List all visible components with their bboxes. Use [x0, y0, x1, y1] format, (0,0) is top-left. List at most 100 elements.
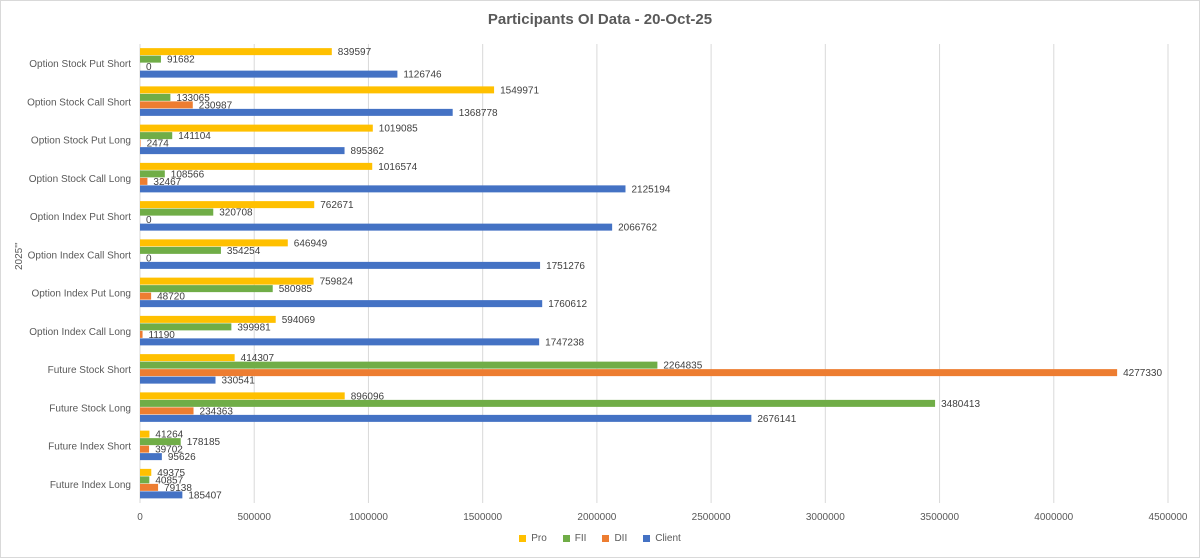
bar-dii — [140, 177, 148, 185]
data-label: 1126746 — [403, 70, 442, 81]
category-label: Option Stock Put Long — [31, 136, 131, 147]
legend-item-fii[interactable]: FII — [562, 533, 587, 544]
x-tick-label: 500000 — [238, 512, 272, 523]
bar-pro — [140, 468, 152, 476]
data-label: 580985 — [279, 284, 313, 295]
category-label: Option Stock Call Short — [27, 97, 131, 108]
data-label: 759824 — [320, 277, 354, 288]
category-label: Future Index Long — [50, 480, 131, 491]
legend-swatch-dii — [602, 535, 610, 542]
data-label: 40857 — [155, 475, 183, 486]
bar-client — [140, 453, 162, 461]
data-label: 185407 — [188, 490, 222, 501]
bar-dii — [140, 369, 1118, 377]
data-label: 320708 — [219, 208, 253, 219]
bar-fii — [140, 93, 171, 101]
data-label: 3480413 — [941, 399, 980, 410]
category-label: Future Stock Long — [49, 403, 131, 414]
data-label: 896096 — [351, 391, 385, 402]
data-label: 230987 — [199, 100, 233, 111]
data-label: 2125194 — [631, 184, 670, 195]
category-label: Future Stock Short — [48, 365, 132, 376]
bar-client — [140, 376, 216, 384]
bar-pro — [140, 430, 150, 438]
legend-label-fii: FII — [574, 533, 587, 544]
data-label: 646949 — [294, 238, 328, 249]
category-label: Option Stock Put Short — [29, 59, 131, 70]
legend-label-dii: DII — [614, 533, 628, 544]
legend-item-pro[interactable]: Pro — [519, 533, 547, 544]
data-label: 414307 — [241, 353, 275, 364]
legend-label-pro: Pro — [531, 533, 547, 544]
bar-pro — [140, 201, 315, 209]
bar-fii — [140, 323, 232, 331]
data-label: 2474 — [147, 139, 170, 150]
bar-pro — [140, 315, 276, 323]
bar-fii — [140, 246, 221, 254]
data-label: 39702 — [155, 445, 183, 456]
bar-client — [140, 491, 183, 499]
x-tick-label: 4000000 — [1034, 512, 1073, 523]
data-label: 1019085 — [379, 124, 418, 135]
x-tick-label: 2500000 — [692, 512, 731, 523]
bar-fii — [140, 132, 173, 140]
x-tick-label: 2000000 — [577, 512, 616, 523]
bar-pro — [140, 86, 495, 94]
data-label: 41264 — [155, 430, 183, 441]
data-label: 48720 — [157, 292, 185, 303]
bar-pro — [140, 124, 373, 132]
bar-fii — [140, 399, 936, 407]
bar-fii — [140, 476, 150, 484]
data-label: 91682 — [167, 55, 195, 66]
data-label: 594069 — [282, 315, 316, 326]
legend-label-client: Client — [655, 533, 681, 544]
data-label: 2676141 — [757, 414, 796, 425]
bar-dii — [140, 101, 193, 109]
bar-client — [140, 70, 398, 78]
legend-item-client[interactable]: Client — [643, 533, 681, 544]
data-label: 141104 — [178, 131, 211, 142]
data-label: 0 — [146, 215, 152, 226]
data-label: 0 — [146, 253, 152, 264]
bar-pro — [140, 277, 314, 285]
x-tick-label: 3500000 — [920, 512, 959, 523]
bar-dii — [140, 407, 194, 415]
data-label: 2264835 — [663, 361, 702, 372]
bar-client — [140, 338, 540, 346]
legend-item-dii[interactable]: DII — [602, 533, 627, 544]
bar-dii — [140, 330, 143, 338]
bar-dii — [140, 139, 141, 147]
data-label: 1760612 — [548, 299, 587, 310]
category-label: Option Index Put Short — [30, 212, 131, 223]
data-label: 1016574 — [378, 162, 417, 173]
bar-client — [140, 261, 541, 269]
data-label: 354254 — [227, 246, 261, 257]
chart-title: Participants OI Data - 20-Oct-25 — [487, 11, 713, 28]
data-label: 0 — [146, 62, 152, 73]
data-label: 79138 — [164, 483, 192, 494]
data-label: 11190 — [149, 330, 176, 341]
category-label: Future Index Short — [48, 442, 131, 453]
legend-swatch-pro — [519, 535, 527, 542]
data-label: 108566 — [171, 169, 205, 180]
data-label: 1751276 — [546, 261, 585, 272]
category-label: Option Index Call Long — [29, 327, 131, 338]
bar-fii — [140, 208, 214, 216]
data-label: 1368778 — [459, 108, 498, 119]
data-label: 49375 — [157, 468, 185, 479]
bar-pro — [140, 162, 373, 170]
bar-client — [140, 185, 626, 193]
bar-fii — [140, 361, 658, 369]
bar-pro — [140, 354, 235, 362]
bar-fii — [140, 438, 181, 446]
bar-pro — [140, 392, 345, 400]
legend-swatch-client — [643, 535, 651, 542]
bar-client — [140, 414, 752, 422]
data-label: 4277330 — [1123, 368, 1162, 379]
bar-client — [140, 147, 345, 155]
data-label: 399981 — [237, 322, 271, 333]
bar-dii — [140, 483, 159, 491]
bar-client — [140, 108, 453, 116]
category-label: Option Stock Call Long — [29, 174, 131, 185]
